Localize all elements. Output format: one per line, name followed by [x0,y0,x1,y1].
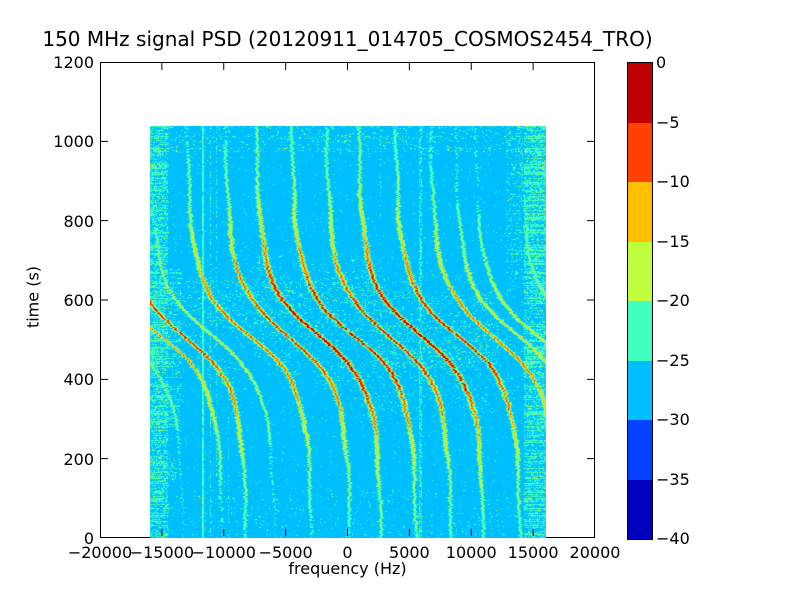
colorbar-tick-label: −35 [656,469,690,489]
y-tick-label: 600 [63,291,94,310]
colorbar-segment [628,182,652,242]
colorbar-tick-label: −40 [656,529,690,548]
colorbar-tick-label: −20 [656,291,690,310]
y-tick-label: 0 [83,529,94,548]
x-tick-label: 5000 [389,543,430,562]
x-tick-label: 0 [342,543,353,562]
x-tick-label: 20000 [569,543,621,562]
colorbar-tick-label: −30 [656,410,690,429]
y-tick-label: 400 [63,370,94,390]
colorbar-segment [628,420,652,480]
colorbar-segment [628,122,652,182]
colorbar-segment [628,479,652,539]
x-tick-label: 10000 [445,543,497,562]
y-tick-label: 800 [63,211,94,231]
y-tick-label: 1200 [53,53,94,72]
colorbar-tick-label: −25 [656,350,690,370]
x-tick-label: −5000 [258,543,313,562]
x-axis-label: frequency (Hz) [288,559,407,578]
colorbar-tick-label: 0 [656,53,667,72]
colorbar-tick-label: −5 [656,112,680,132]
x-tick-label: 15000 [507,543,559,562]
colorbar-segment [628,63,652,123]
colorbar-segment [628,241,652,301]
x-tick-label: −20000 [67,543,133,562]
colorbar-tick-label: −15 [656,231,690,251]
x-tick-label: −15000 [129,543,195,562]
heatmap-canvas [150,126,546,538]
colorbar-segment [628,360,652,420]
chart-title: 150 MHz signal PSD (20120911_014705_COSM… [42,27,653,51]
plot-area [100,62,595,538]
y-tick-label: 1000 [53,132,94,152]
colorbar-segment [628,301,652,361]
axis-ticks [101,63,594,536]
colorbar-tick-label: −10 [656,172,690,191]
y-tick-label: 200 [63,449,94,469]
x-tick-label: −10000 [191,543,256,562]
colorbar [627,62,653,540]
